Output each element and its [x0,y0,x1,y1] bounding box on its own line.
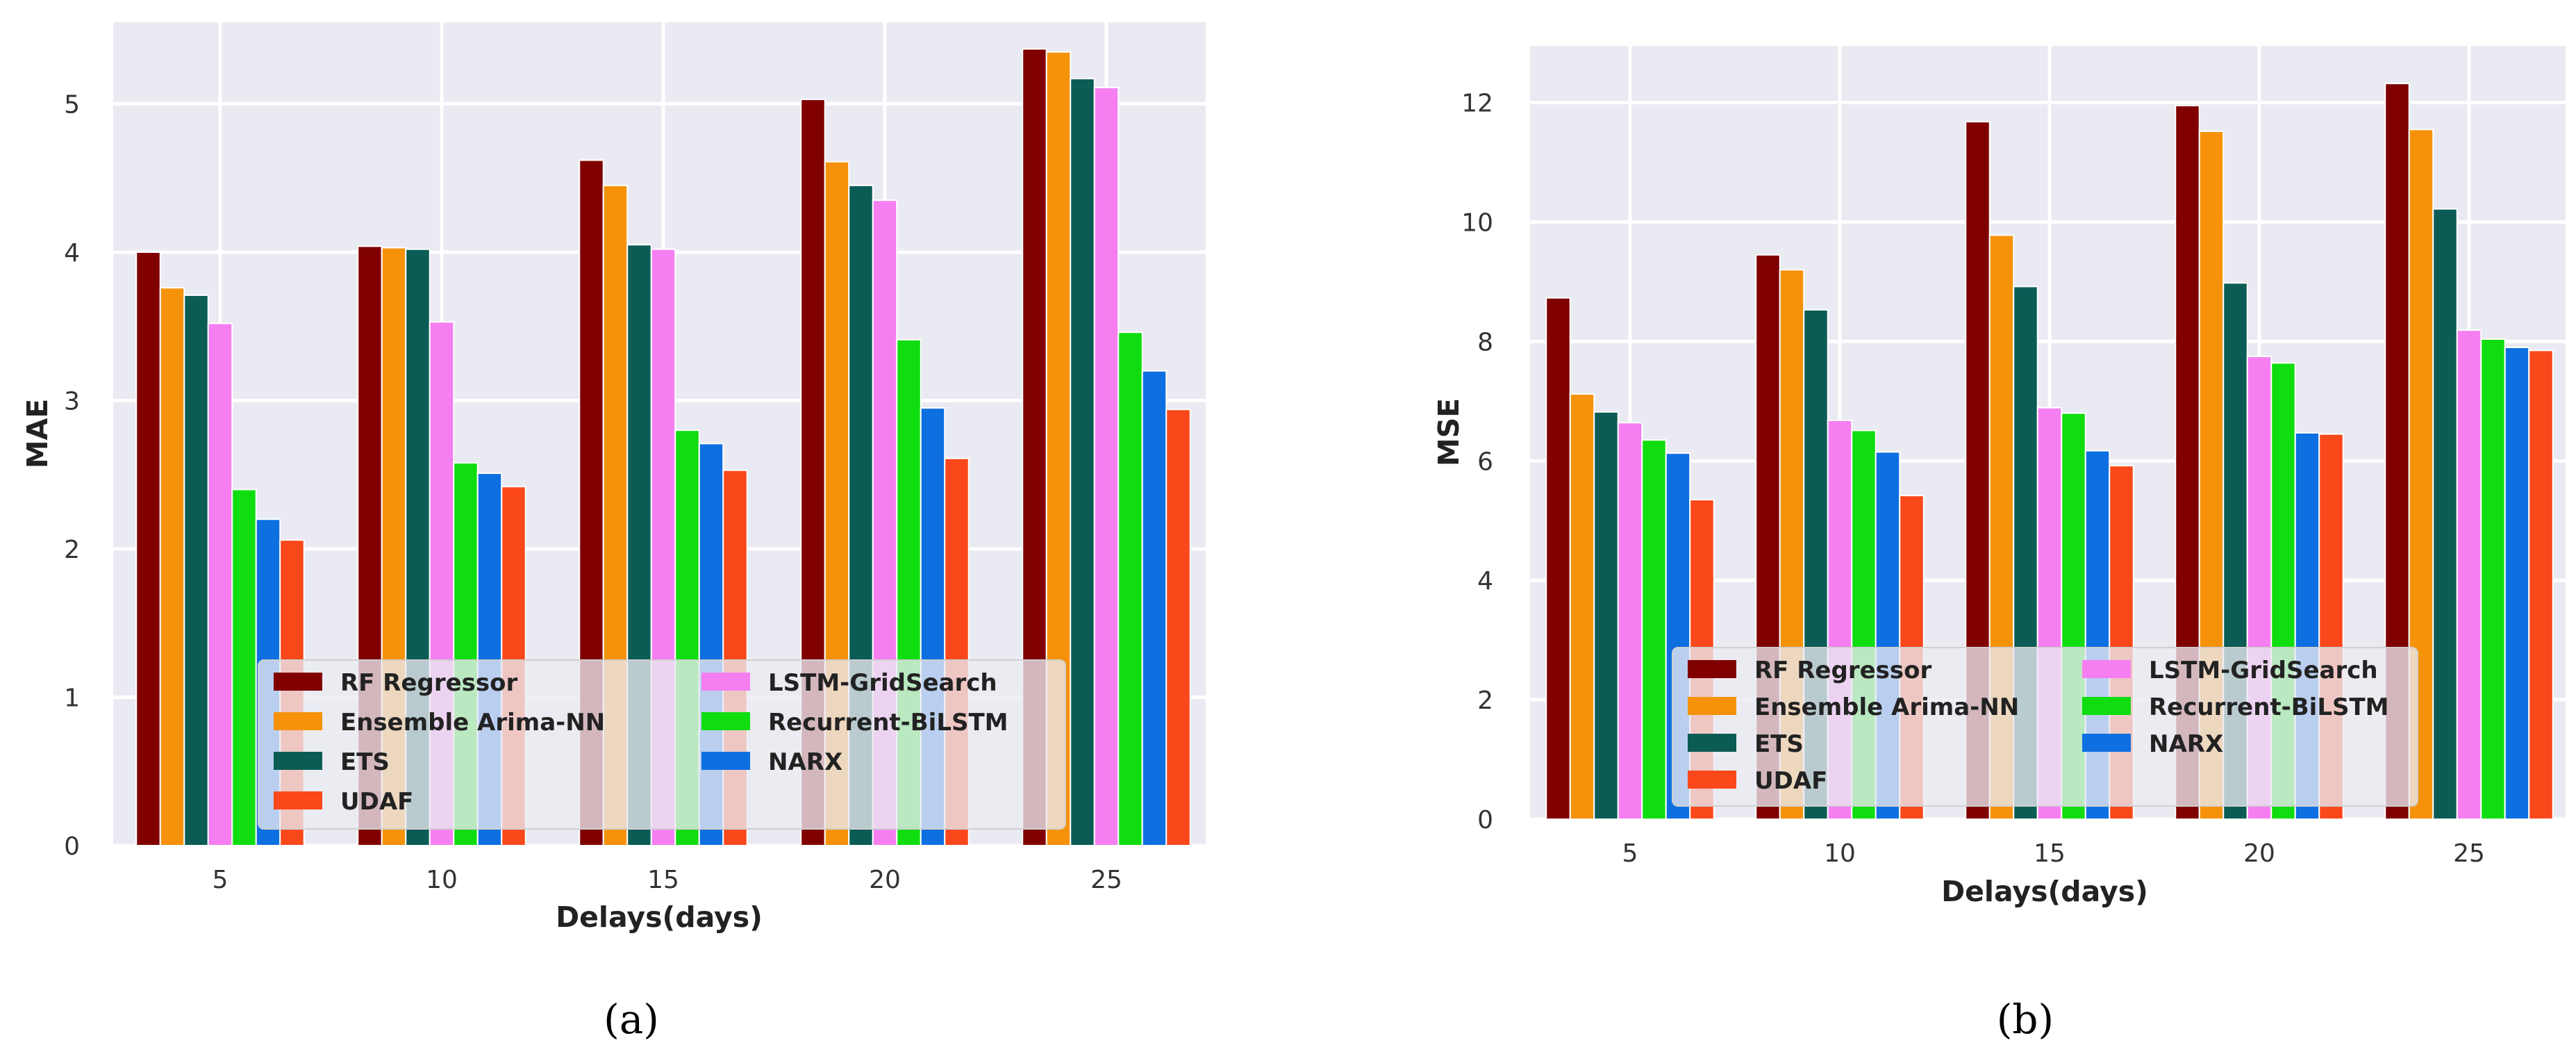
mse-bar [2456,329,2482,820]
mae-bar [1141,370,1167,846]
mae-legend-swatch [274,791,322,809]
mae-legend-swatch [274,752,322,770]
mae-x-axis-label: Delays(days) [556,900,763,934]
mae-bar [1165,409,1191,846]
mse-bar [1569,393,1595,820]
mse-y-tick-label: 8 [1477,328,1493,356]
mae-y-tick-label: 4 [64,239,80,268]
mae-x-tick-label: 20 [869,866,901,894]
mse-legend-label: LSTM-GridSearch [2149,657,2378,684]
mae-legend-swatch [274,673,322,691]
mse-legend-swatch [1688,734,1736,752]
mae-legend-swatch [701,752,750,770]
mse-legend-swatch [1688,697,1736,715]
mae-x-tick-label: 5 [213,866,228,894]
mae-legend-label: ETS [340,748,390,776]
mse-legend-swatch [1688,771,1736,789]
mse-bar [2432,208,2458,820]
mae-bar [159,287,185,846]
mae-legend-label: UDAF [340,788,413,816]
caption-a: (a) [604,996,659,1043]
mse-x-axis-label: Delays(days) [1941,875,2148,908]
mse-y-tick-label: 4 [1477,567,1493,595]
mae-x-tick-label: 15 [647,866,679,894]
mae-legend-label: NARX [768,748,842,776]
mse-x-tick-label: 25 [2453,839,2485,868]
mae-chart-panel: 0 1 2 3 4 5 5 10 15 20 25 RF Regressor LSTM-GridSea… [21,22,1206,1043]
mae-y-tick-label: 0 [64,832,80,861]
mae-legend-label: Recurrent-BiLSTM [768,709,1008,737]
mse-bar [1617,422,1643,820]
mse-x-tick-label: 20 [2243,839,2275,868]
mae-y-axis-label: MAE [21,399,54,469]
mse-bar [1641,439,1667,820]
mse-y-tick-label: 10 [1461,209,1493,238]
mse-y-tick-label: 2 [1477,686,1493,715]
caption-b: (b) [1997,996,2054,1043]
mae-legend-swatch [701,712,750,730]
mae-legend-label: Ensemble Arima-NN [340,709,605,737]
mse-bar [2528,349,2554,820]
mse-legend-box [1672,647,2418,807]
mse-x-tick-label: 10 [1824,839,1856,868]
mae-legend-label: RF Regressor [340,669,517,697]
mae-legend-swatch [274,712,322,730]
mse-bar [2480,338,2506,821]
mse-legend-label: UDAF [1754,767,1827,795]
mse-legend-swatch [2082,734,2131,752]
mse-legend-swatch [2082,660,2131,678]
mse-legend-swatch [2082,697,2131,715]
mae-bar [1117,331,1143,847]
mae-bar [1070,78,1095,846]
mae-y-tick-label: 3 [64,387,80,416]
mae-bar [183,294,209,846]
mae-y-tick-label: 2 [64,536,80,564]
mse-y-axis-label: MSE [1432,398,1465,466]
mse-legend-label: RF Regressor [1754,657,1931,684]
mse-bar [2504,347,2530,820]
mae-bar [231,488,257,846]
mae-x-tick-label: 25 [1090,866,1122,894]
mae-legend-box [258,659,1066,830]
mae-y-tick-label: 5 [64,90,80,119]
mae-x-tick-label: 10 [426,866,458,894]
mae-bar [207,322,233,846]
mse-x-tick-label: 15 [2034,839,2066,868]
mse-legend-label: NARX [2149,730,2223,758]
mse-legend-label: Recurrent-BiLSTM [2149,693,2389,721]
mse-legend-label: Ensemble Arima-NN [1754,693,2019,721]
mae-y-tick-label: 1 [64,684,80,712]
mae-bar [1093,86,1120,847]
mse-y-tick-label: 0 [1477,806,1493,834]
mse-x-tick-label: 5 [1622,839,1638,868]
mse-y-tick-label: 12 [1461,90,1493,118]
mae-legend-label: LSTM-GridSearch [768,669,997,697]
mae-bar [135,251,161,847]
mse-chart-panel: 0 2 4 6 8 10 12 5 10 15 20 25 RF Regressor LSTM-Grid… [1432,46,2566,1043]
mse-bar [1593,411,1619,820]
mae-legend-swatch [701,673,750,691]
mse-legend-swatch [1688,660,1736,678]
mse-bar [1545,297,1571,820]
mse-y-tick-label: 6 [1477,447,1493,476]
mse-legend-label: ETS [1754,730,1804,758]
